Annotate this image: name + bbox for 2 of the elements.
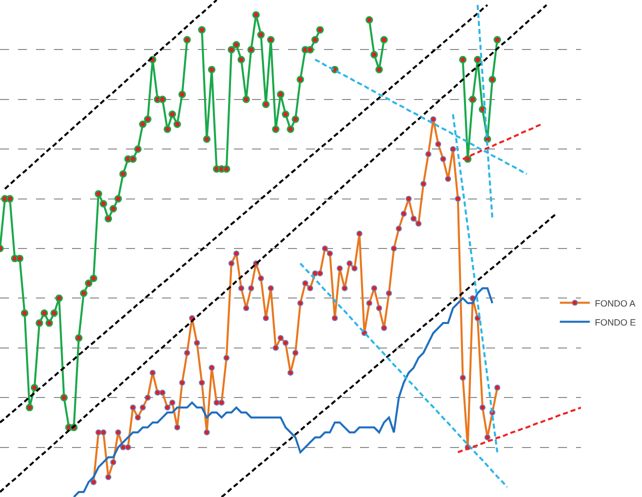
legend-label: FONDO E [594,317,636,328]
legend-label: FONDO A [594,298,636,308]
